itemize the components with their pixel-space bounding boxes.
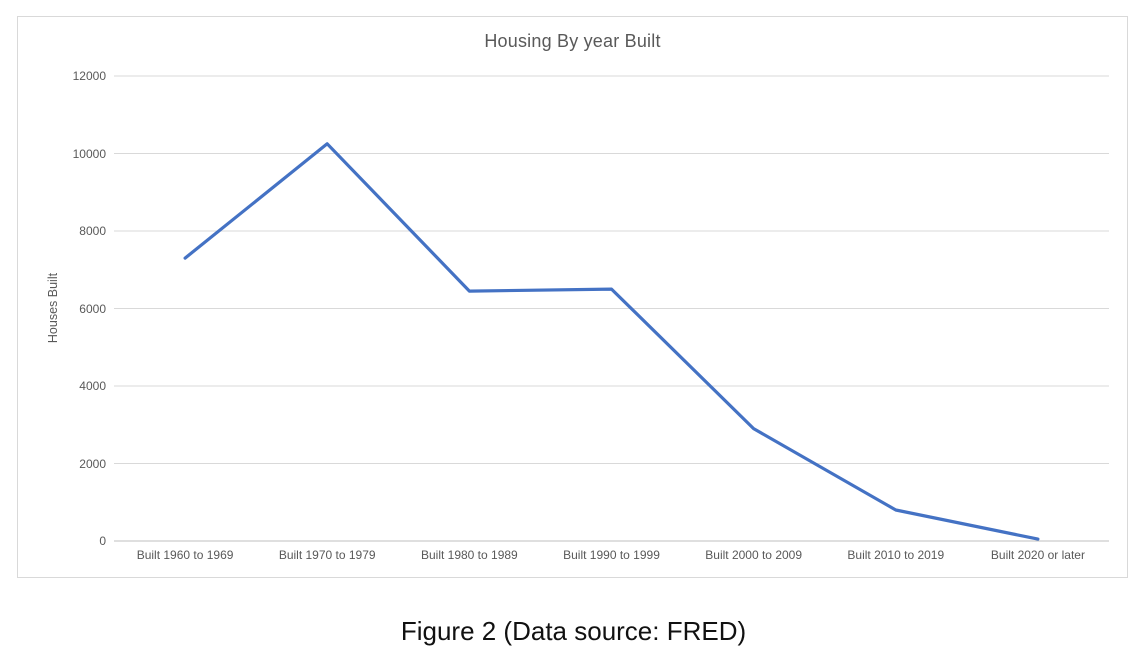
- houses-built-series-line: [183, 142, 1040, 541]
- figure-caption: Figure 2 (Data source: FRED): [400, 616, 747, 646]
- y-tick-label: 4000: [79, 379, 106, 393]
- x-category-label: Built 2010 to 2019: [847, 548, 945, 562]
- y-tick-label: 6000: [79, 301, 106, 316]
- housing-line-chart: Housing By year Built Houses Built 0 2000…: [17, 16, 1128, 578]
- x-category-label: Built 1960 to 1969: [136, 548, 234, 562]
- y-tick-label: 12000: [72, 69, 106, 83]
- x-category-label: Built 1970 to 1979: [278, 548, 376, 562]
- x-category-label: Built 1980 to 1989: [420, 548, 518, 562]
- x-category-label: Built 1990 to 1999: [563, 548, 660, 562]
- y-tick-label: 10000: [72, 146, 106, 161]
- y-tick-label: 2000: [79, 456, 106, 471]
- x-category-label: Built 2020 or later: [990, 548, 1085, 562]
- y-tick-label: 0: [99, 534, 106, 548]
- line-chart-plot-area: [114, 75, 1109, 542]
- chart-title: Housing By year Built: [484, 31, 661, 51]
- x-category-label: Built 2000 to 2009: [705, 548, 803, 562]
- y-tick-label: 8000: [79, 224, 106, 238]
